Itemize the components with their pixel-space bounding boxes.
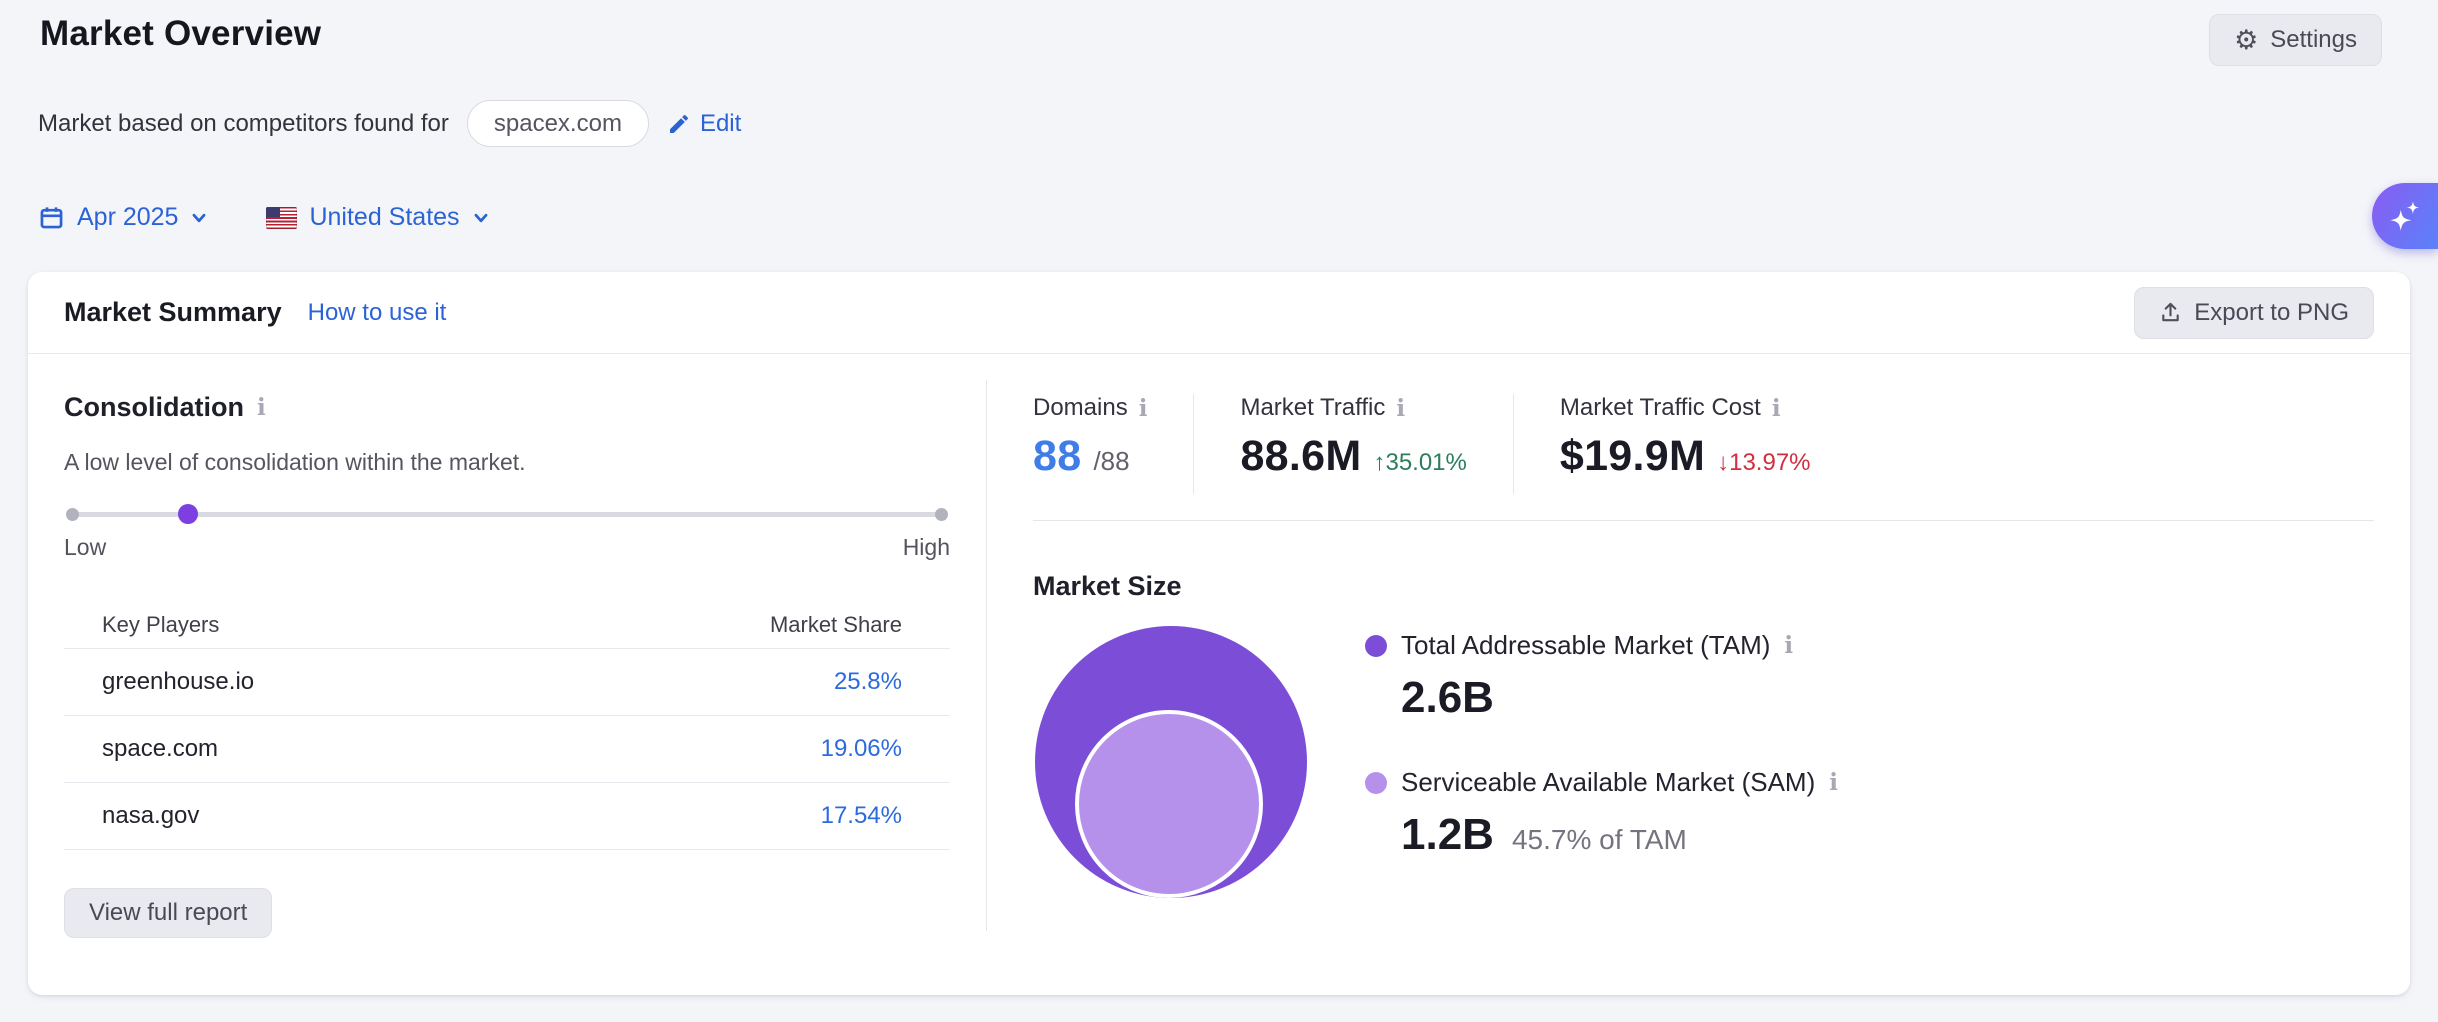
market-summary-card: Market Summary How to use it Export to P…	[28, 272, 2410, 995]
sam-circle	[1075, 710, 1263, 898]
market-size-chart: Total Addressable Market (TAM) i 2.6B Se…	[1033, 626, 2374, 916]
subtitle-text: Market based on competitors found for	[38, 109, 449, 137]
legend-item-sam: Serviceable Available Market (SAM) i 1.2…	[1365, 767, 1838, 860]
info-icon[interactable]: i	[256, 394, 266, 421]
stat-domains-total: /88	[1093, 446, 1130, 476]
sam-dot	[1365, 771, 1387, 794]
market-size-title: Market Size	[1033, 571, 1182, 601]
player-domain: greenhouse.io	[102, 668, 255, 695]
column-divider	[986, 380, 987, 931]
gauge-label-high: High	[902, 534, 950, 560]
stat-domains-value: 88	[1033, 432, 1082, 480]
ai-assistant-button[interactable]	[2372, 183, 2438, 249]
page-title: Market Overview	[40, 14, 322, 53]
sam-label: Serviceable Available Market (SAM)	[1401, 767, 1816, 797]
export-png-label: Export to PNG	[2194, 298, 2349, 326]
date-selector[interactable]: Apr 2025	[38, 203, 208, 232]
card-header: Market Summary How to use it Export to P…	[28, 272, 2410, 354]
stat-traffic-change: ↑35.01%	[1373, 449, 1467, 476]
player-share[interactable]: 25.8%	[833, 668, 902, 695]
gauge-endpoint-low	[66, 508, 79, 521]
card-title: Market Summary	[64, 297, 282, 327]
col-header-key-players: Key Players	[102, 611, 220, 637]
player-share[interactable]: 19.06%	[820, 735, 902, 762]
key-players-table: Key Players Market Share greenhouse.io 2…	[64, 601, 950, 850]
subtitle-row: Market based on competitors found for sp…	[38, 100, 2438, 147]
consolidation-description: A low level of consolidation within the …	[64, 449, 526, 475]
country-selector[interactable]: United States	[266, 203, 489, 232]
export-png-button[interactable]: Export to PNG	[2134, 286, 2374, 339]
consolidation-gauge	[64, 504, 950, 524]
consolidation-title: Consolidation	[64, 392, 244, 422]
sparkles-icon	[2390, 201, 2420, 231]
country-selector-label: United States	[309, 203, 460, 231]
stats-divider	[1033, 520, 2374, 521]
how-to-use-link[interactable]: How to use it	[307, 298, 447, 326]
stat-divider	[1512, 394, 1514, 494]
info-icon[interactable]: i	[1138, 394, 1148, 422]
chevron-down-icon	[193, 213, 206, 222]
consolidation-gauge-thumb	[178, 504, 199, 524]
tam-dot	[1365, 634, 1387, 657]
market-stats-section: Domains i 88 /88 Market Traffic i	[987, 354, 2410, 995]
header: Market Overview ⚙ Settings	[0, 0, 2438, 66]
table-row: greenhouse.io 25.8%	[64, 649, 950, 716]
consolidation-gauge-track	[72, 512, 942, 517]
info-icon[interactable]: i	[1784, 632, 1794, 659]
tam-sam-bubble-chart	[1033, 626, 1313, 916]
col-header-market-share: Market Share	[769, 611, 902, 637]
legend-item-tam: Total Addressable Market (TAM) i 2.6B	[1365, 630, 1838, 723]
table-row: nasa.gov 17.54%	[64, 783, 950, 850]
table-row: space.com 19.06%	[64, 716, 950, 783]
stat-traffic-label: Market Traffic	[1240, 394, 1386, 421]
export-icon	[2162, 302, 2180, 322]
date-selector-label: Apr 2025	[77, 203, 179, 231]
stat-market-traffic: Market Traffic i 88.6M ↑35.01%	[1240, 394, 1466, 481]
stat-domains-label: Domains	[1033, 394, 1128, 421]
player-domain: space.com	[102, 735, 219, 762]
consolidation-section: Consolidation i A low level of consolida…	[28, 354, 986, 995]
chevron-down-icon	[474, 213, 487, 222]
us-flag-icon	[266, 206, 298, 229]
stat-divider	[1193, 394, 1195, 494]
tam-label: Total Addressable Market (TAM)	[1401, 630, 1771, 660]
info-icon[interactable]: i	[1829, 769, 1838, 796]
filters-row: Apr 2025 United States	[38, 203, 2438, 232]
player-domain: nasa.gov	[102, 802, 200, 829]
settings-button-label: Settings	[2270, 26, 2357, 53]
stat-cost-change: ↓13.97%	[1717, 449, 1811, 476]
market-size-legend: Total Addressable Market (TAM) i 2.6B Se…	[1365, 626, 1838, 916]
tam-value: 2.6B	[1401, 673, 1494, 722]
view-full-report-button[interactable]: View full report	[64, 888, 273, 938]
stat-cost-label: Market Traffic Cost	[1559, 394, 1761, 421]
edit-link-label: Edit	[699, 109, 742, 137]
gauge-endpoint-high	[935, 508, 948, 521]
gauge-label-low: Low	[64, 534, 107, 560]
stat-traffic-value: 88.6M	[1240, 432, 1362, 480]
edit-link[interactable]: Edit	[667, 110, 741, 138]
info-icon[interactable]: i	[1396, 394, 1406, 422]
pencil-icon	[669, 114, 688, 133]
gear-icon: ⚙	[2234, 24, 2259, 56]
stat-cost-value: $19.9M	[1559, 432, 1706, 480]
player-share[interactable]: 17.54%	[820, 802, 902, 829]
sam-value: 1.2B	[1401, 810, 1494, 859]
calendar-icon	[40, 207, 63, 229]
stat-domains: Domains i 88 /88	[1033, 394, 1147, 481]
settings-button[interactable]: ⚙ Settings	[2209, 14, 2382, 66]
info-icon[interactable]: i	[1771, 394, 1781, 422]
sam-percent-of-tam: 45.7% of TAM	[1511, 824, 1687, 855]
seed-domain-pill: spacex.com	[466, 100, 649, 147]
stat-market-traffic-cost: Market Traffic Cost i $19.9M ↓13.97%	[1560, 394, 1811, 481]
